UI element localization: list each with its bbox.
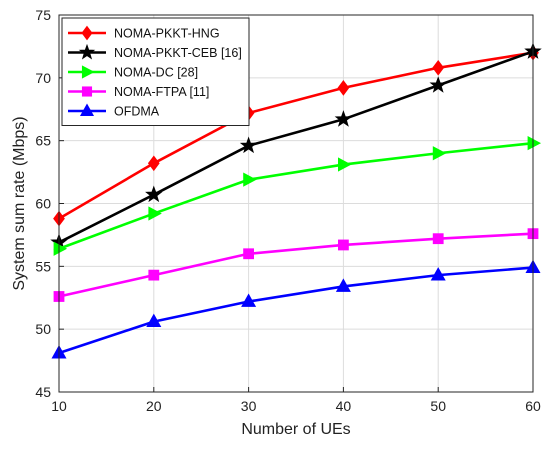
x-axis-ticks: 10 20 30 40 50 60: [51, 387, 541, 414]
square-marker: [148, 269, 160, 281]
legend-entry: NOMA-FTPA [11]: [68, 85, 209, 99]
y-tick-label: 55: [35, 258, 51, 274]
series-line: [58, 141, 534, 250]
y-tick-label: 60: [35, 196, 51, 212]
y-tick-label: 50: [35, 321, 51, 337]
x-tick-label: 40: [336, 398, 352, 414]
triangle-right-marker: [527, 136, 542, 151]
triangle-up-marker: [79, 103, 95, 117]
x-axis-label: Number of UEs: [241, 421, 350, 438]
diamond-marker: [81, 25, 93, 41]
series-noma-dc-28: [53, 136, 542, 256]
x-tick-label: 60: [525, 398, 541, 414]
legend-label: NOMA-PKKT-CEB [16]: [114, 46, 242, 60]
triangle-right-marker: [432, 146, 447, 161]
diamond-marker: [432, 59, 445, 76]
square-marker: [338, 239, 349, 251]
series-noma-ftpa-11: [53, 228, 539, 302]
legend-entry: OFDMA: [68, 103, 160, 119]
square-marker: [81, 86, 93, 97]
triangle-right-marker: [243, 172, 257, 187]
triangle-right-marker: [148, 206, 162, 221]
y-tick-label: 70: [35, 70, 51, 86]
legend-label: NOMA-PKKT-HNG: [114, 27, 220, 41]
triangle-right-marker: [81, 65, 95, 79]
star-marker: [239, 136, 258, 154]
legend-entry: NOMA-DC [28]: [68, 65, 198, 80]
star-marker: [145, 185, 163, 203]
series-line: [58, 232, 534, 298]
triangle-up-marker: [146, 313, 162, 328]
triangle-right-marker: [338, 157, 352, 172]
legend-entry: NOMA-PKKT-HNG: [68, 25, 220, 41]
legend-label: OFDMA: [114, 105, 160, 119]
x-tick-label: 10: [51, 398, 67, 414]
square-marker: [432, 233, 444, 245]
y-tick-label: 65: [35, 133, 51, 149]
x-tick-label: 30: [241, 398, 257, 414]
legend-label: NOMA-DC [28]: [114, 66, 198, 80]
y-tick-label: 45: [35, 384, 51, 400]
triangle-right-marker: [53, 241, 68, 256]
y-axis-label: System sum rate (Mbps): [11, 116, 28, 290]
x-tick-label: 20: [146, 398, 162, 414]
triangle-up-marker: [335, 278, 351, 292]
y-axis-ticks: 45 50 55 60 65 70 75: [35, 7, 64, 400]
square-marker: [243, 248, 254, 260]
legend-entry: NOMA-PKKT-CEB [16]: [68, 43, 242, 60]
y-tick-label: 75: [35, 7, 51, 23]
x-tick-label: 50: [430, 398, 446, 414]
legend-label: NOMA-FTPA [11]: [114, 85, 209, 99]
star-marker: [78, 43, 96, 60]
series-line: [58, 266, 534, 355]
series-ofdma: [51, 259, 541, 359]
star-marker: [334, 110, 353, 127]
diamond-marker: [147, 155, 160, 172]
triangle-up-marker: [430, 267, 446, 281]
legend: NOMA-PKKT-HNG NOMA-PKKT-CEB [16] NOMA-DC […: [61, 17, 250, 126]
series-line: [58, 50, 534, 244]
diamond-marker: [337, 80, 350, 96]
series-line: [58, 51, 534, 220]
star-marker: [429, 76, 447, 93]
triangle-up-marker: [241, 293, 257, 307]
